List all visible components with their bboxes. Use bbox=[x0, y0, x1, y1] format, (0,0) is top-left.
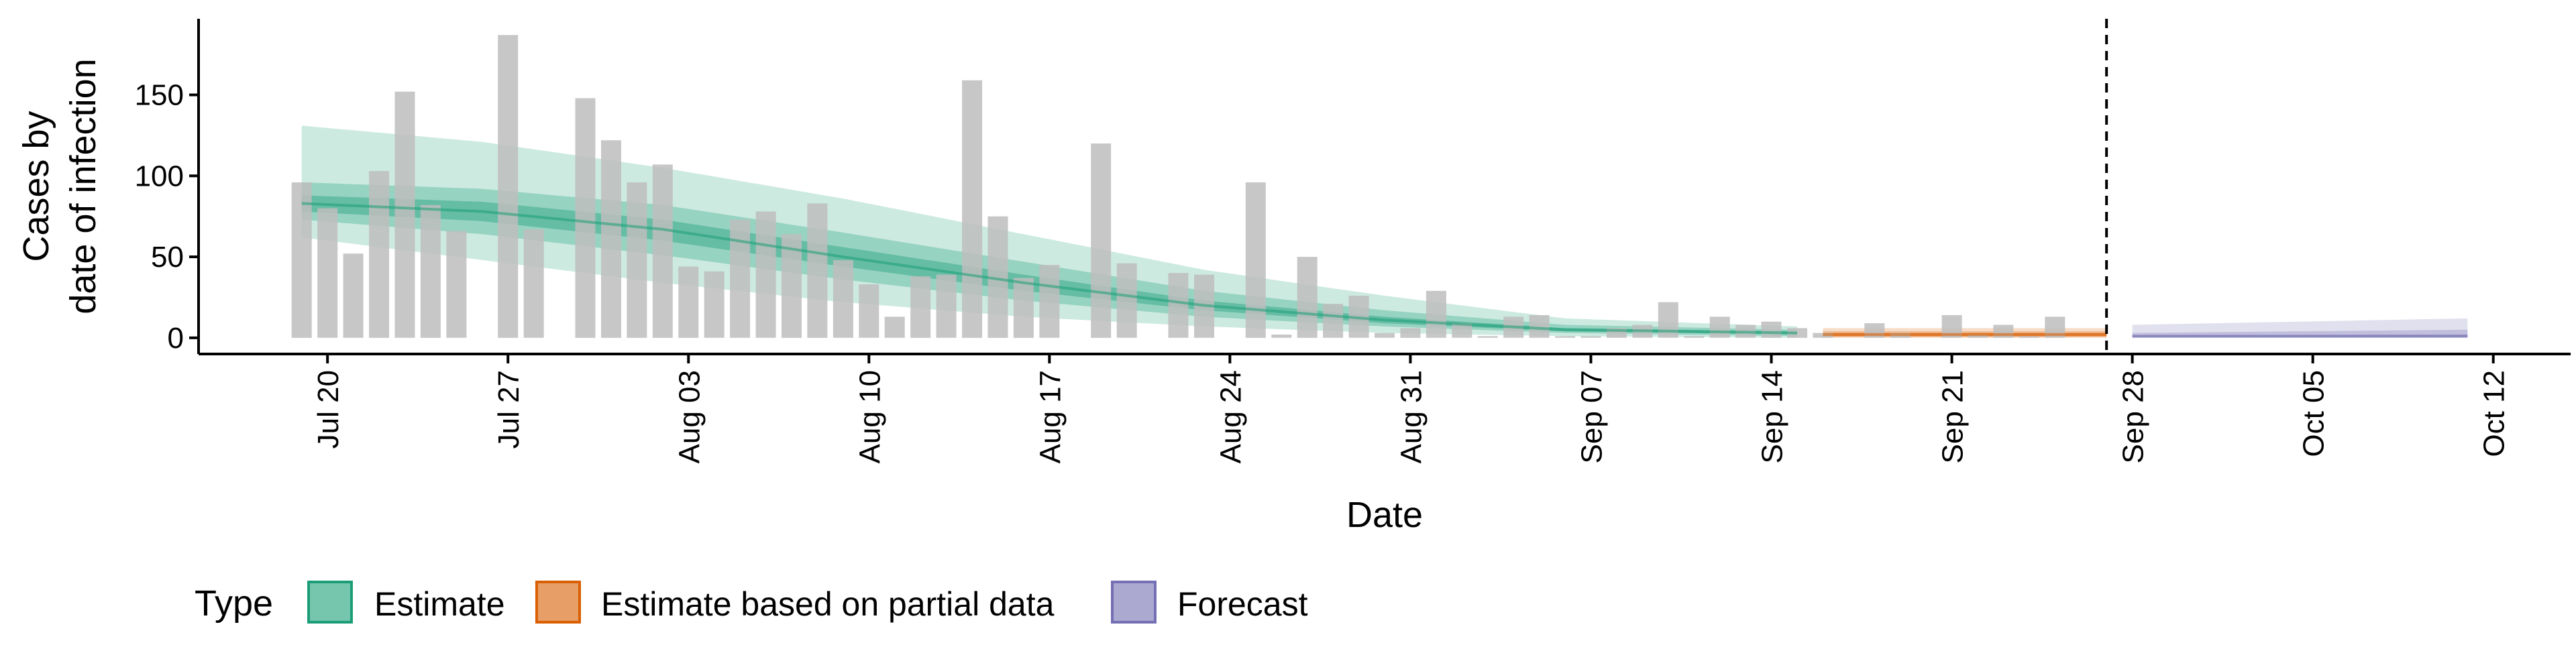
axes-layer: 0 50 100 150 Jul 20 Jul 27 Aug 03 Aug 10 Aug 17 A… bbox=[16, 19, 2571, 535]
case-bar bbox=[343, 253, 364, 338]
case-bar bbox=[807, 203, 828, 338]
case-bar bbox=[910, 276, 931, 338]
case-bar bbox=[1039, 265, 1060, 338]
estimate-median-line bbox=[301, 202, 1798, 335]
y-tick-label: 50 bbox=[151, 241, 184, 274]
case-bar bbox=[498, 35, 519, 338]
legend-key-swatch bbox=[1111, 581, 1157, 624]
case-bar bbox=[1013, 278, 1034, 338]
case-bar bbox=[2019, 336, 2039, 338]
case-bar bbox=[1271, 335, 1292, 338]
ribbon-layer bbox=[301, 125, 2468, 338]
case-bar bbox=[369, 171, 390, 338]
case-bar bbox=[1168, 273, 1189, 338]
case-bar bbox=[1245, 182, 1266, 338]
legend-key-swatch bbox=[535, 581, 581, 624]
case-bar bbox=[1684, 336, 1705, 338]
estimate-band-outer bbox=[301, 125, 1798, 338]
case-bar bbox=[1400, 328, 1421, 338]
case-bar bbox=[575, 98, 596, 338]
x-tick-label: Sep 21 bbox=[1937, 370, 1970, 463]
y-axis-title: Cases by date of infection bbox=[16, 58, 103, 314]
case-bar bbox=[962, 80, 983, 338]
case-bar bbox=[601, 140, 621, 338]
legend-title: Type bbox=[195, 583, 273, 624]
case-bar bbox=[317, 208, 338, 338]
y-axis-title-line: Cases by bbox=[16, 111, 56, 261]
case-bar bbox=[755, 211, 776, 338]
y-tick-label: 150 bbox=[135, 79, 184, 112]
case-bar bbox=[730, 219, 751, 338]
case-bar bbox=[859, 284, 879, 338]
case-bar bbox=[678, 266, 699, 338]
x-tick-label: Aug 31 bbox=[1395, 370, 1428, 463]
x-tick-label: Jul 27 bbox=[492, 370, 525, 449]
case-bar bbox=[1323, 304, 1344, 338]
x-tick-label: Sep 07 bbox=[1576, 370, 1609, 463]
case-bar bbox=[291, 182, 312, 338]
y-tick-label: 0 bbox=[168, 322, 184, 355]
estimate-band-middle bbox=[301, 182, 1798, 337]
case-bar bbox=[1529, 315, 1550, 338]
case-bar bbox=[627, 182, 647, 338]
case-bar bbox=[1477, 336, 1498, 338]
x-tick-label: Aug 03 bbox=[673, 370, 706, 463]
case-bar bbox=[446, 231, 467, 338]
legend-key-swatch bbox=[307, 581, 353, 624]
case-bar bbox=[884, 316, 905, 338]
case-bar bbox=[1968, 335, 1988, 338]
case-bar bbox=[1297, 257, 1318, 338]
case-bar bbox=[1761, 321, 1782, 338]
case-bar bbox=[1091, 143, 1112, 338]
legend-item-label: Forecast bbox=[1177, 585, 1308, 623]
x-tick-label: Aug 17 bbox=[1034, 370, 1067, 463]
case-bar bbox=[782, 234, 802, 338]
case-bar bbox=[1375, 333, 1395, 338]
x-tick-label: Oct 05 bbox=[2298, 370, 2330, 457]
case-bar bbox=[523, 229, 544, 338]
case-bar bbox=[652, 164, 673, 338]
y-axis-title-line: date of infection bbox=[63, 58, 103, 314]
case-bar bbox=[1452, 323, 1472, 338]
legend-item-label: Estimate based on partial data bbox=[601, 585, 1055, 623]
case-bar bbox=[420, 204, 441, 338]
case-bar bbox=[1709, 316, 1730, 338]
x-axis-title: Date bbox=[1346, 495, 1423, 535]
x-tick-label: Jul 20 bbox=[312, 370, 345, 449]
legend-item-label: Estimate bbox=[374, 585, 505, 623]
x-tick-label: Sep 14 bbox=[1756, 370, 1789, 463]
median-line-layer bbox=[301, 202, 2468, 338]
case-bar bbox=[936, 274, 957, 338]
legend: Type Estimate Estimate based on partial da… bbox=[195, 581, 1308, 624]
forecast-band-outer bbox=[2132, 318, 2468, 338]
x-tick-label: Oct 12 bbox=[2478, 370, 2511, 457]
case-bar bbox=[833, 259, 853, 338]
case-bar bbox=[1580, 336, 1601, 338]
case-bar bbox=[394, 91, 415, 338]
case-bar bbox=[1116, 263, 1137, 338]
x-tick-label: Sep 28 bbox=[2117, 370, 2150, 463]
case-bar bbox=[1426, 290, 1446, 338]
x-tick-label: Aug 10 bbox=[853, 370, 886, 463]
case-bar bbox=[704, 271, 724, 338]
case-bar bbox=[1787, 328, 1807, 338]
y-tick-label: 100 bbox=[135, 160, 184, 192]
case-bar bbox=[1555, 336, 1576, 338]
x-tick-label: Aug 24 bbox=[1214, 370, 1247, 463]
